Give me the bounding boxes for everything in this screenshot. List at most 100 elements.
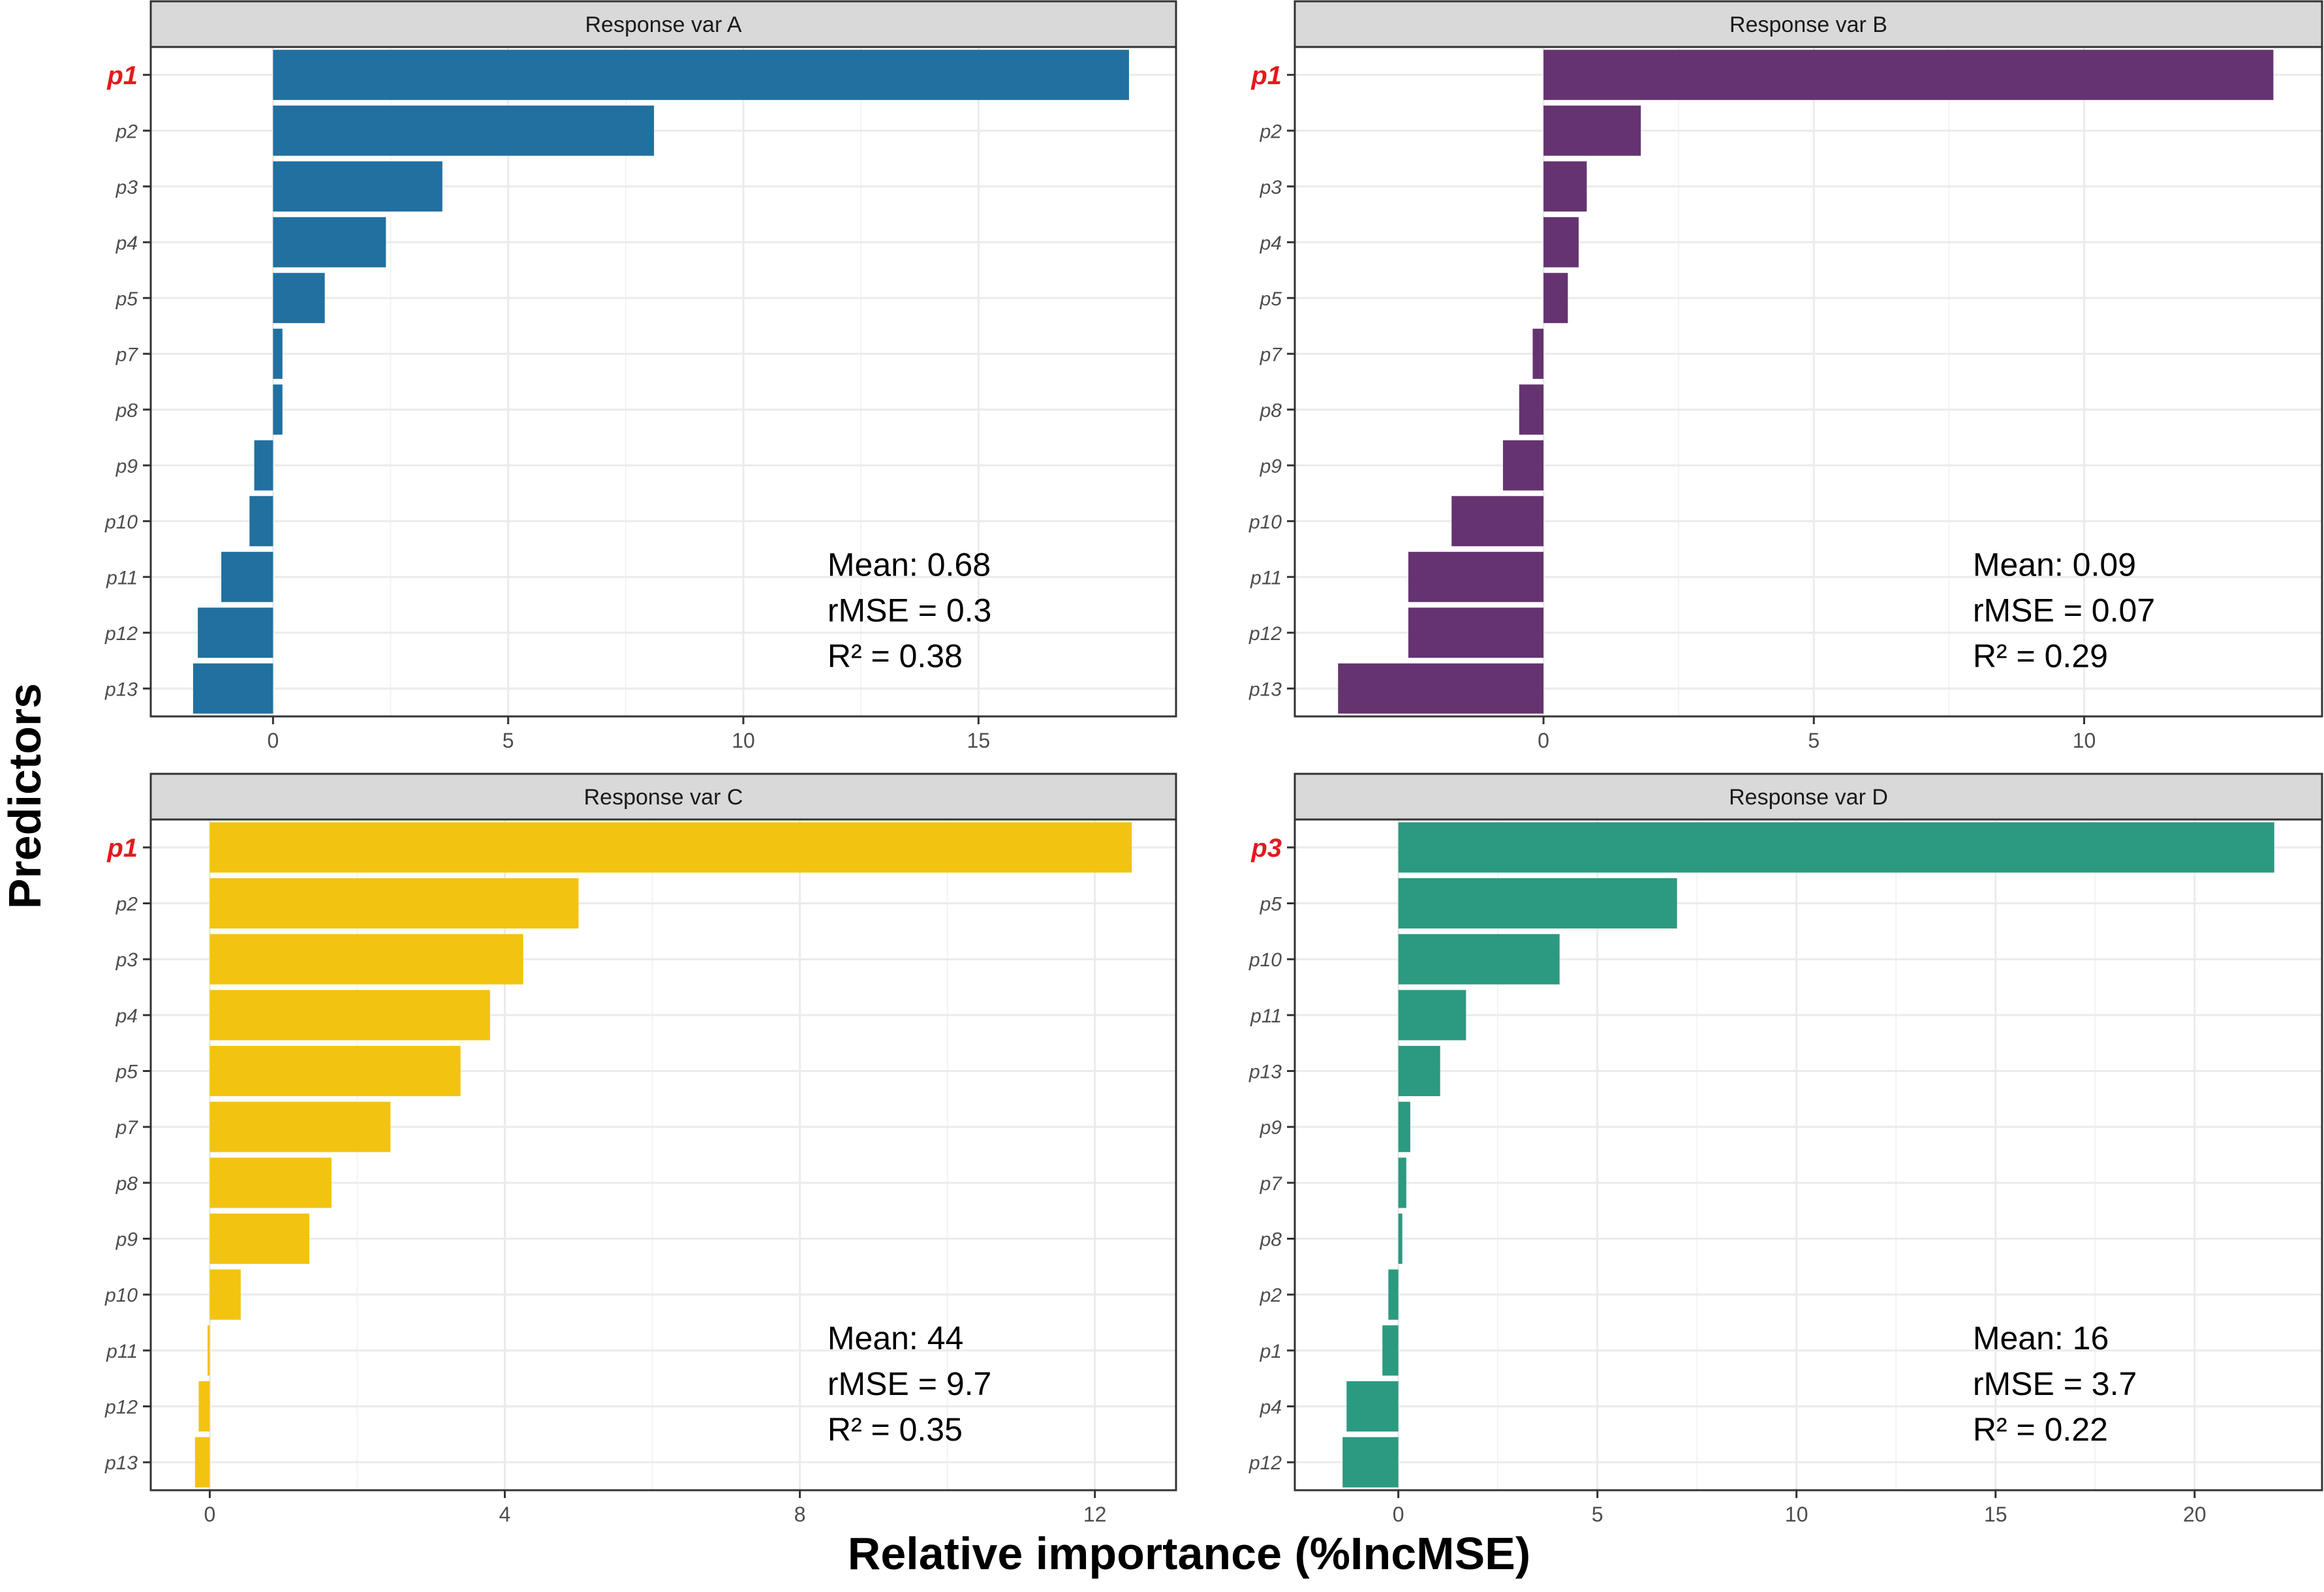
y-tick-label: p13 (104, 679, 138, 700)
bar-p8 (1398, 1213, 1402, 1264)
x-tick-label: 12 (1083, 1503, 1107, 1526)
bar-p4 (1346, 1381, 1399, 1432)
panel-title: Response var A (585, 12, 741, 37)
y-tick-label: p7 (1260, 1173, 1283, 1195)
bar-p13 (1338, 663, 1544, 714)
x-tick-label: 4 (499, 1503, 511, 1526)
y-tick-label: p9 (1260, 455, 1282, 477)
y-tick-label: p9 (116, 455, 138, 477)
bar-p7 (1532, 328, 1544, 379)
x-tick-label: 15 (1984, 1503, 2007, 1526)
bar-p4 (1543, 217, 1579, 268)
panel-title: Response var C (584, 785, 743, 810)
bar-p7 (273, 328, 283, 379)
bar-p9 (254, 440, 273, 491)
y-tick-label: p3 (1260, 177, 1282, 198)
bar-p2 (209, 878, 579, 929)
y-tick-label: p5 (1260, 894, 1282, 915)
bar-p11 (1408, 551, 1544, 602)
bar-p12 (198, 1381, 210, 1432)
y-tick-label: p1 (1250, 61, 1282, 90)
bar-p11 (1398, 990, 1466, 1041)
y-tick-label: p11 (106, 567, 138, 589)
bar-p9 (1398, 1101, 1410, 1152)
panel-border (149, 818, 1177, 1492)
y-tick-label: p4 (1260, 1397, 1282, 1418)
y-tick-label: p2 (1260, 1285, 1282, 1306)
panel-strip (1294, 773, 2323, 821)
bar-p4 (273, 217, 386, 268)
stat-rmse: rMSE = 3.7 (1973, 1366, 2137, 1402)
stat-mean: Mean: 0.68 (828, 547, 991, 583)
stat-r2: R² = 0.22 (1973, 1411, 2108, 1448)
y-tick-label: p11 (1250, 1005, 1282, 1027)
stat-rmse: rMSE = 0.07 (1973, 592, 2155, 629)
bar-p2 (1543, 105, 1641, 156)
bar-p3 (209, 934, 523, 985)
stat-mean: Mean: 16 (1973, 1320, 2109, 1356)
stat-r2: R² = 0.35 (828, 1411, 963, 1448)
panel-strip (1294, 0, 2323, 48)
panel-title: Response var B (1729, 12, 1887, 37)
bar-p13 (1398, 1045, 1440, 1097)
y-tick-label: p1 (106, 61, 138, 90)
bar-p10 (1451, 496, 1544, 547)
bar-p12 (1408, 607, 1544, 658)
stat-r2: R² = 0.38 (828, 638, 963, 675)
y-tick-label: p3 (1250, 834, 1282, 863)
stat-mean: Mean: 44 (828, 1320, 963, 1356)
y-tick-label: p10 (104, 1285, 138, 1306)
bar-p11 (208, 1325, 210, 1376)
panel-3: Response var C Mean: 44 rMSE = 9.7 R² = 0.3… (104, 773, 1177, 1526)
panel-border (1294, 818, 2323, 1492)
y-tick-label: p1 (106, 834, 138, 863)
bar-p8 (1519, 384, 1544, 435)
x-tick-label: 10 (1785, 1503, 1808, 1526)
y-tick-label: p13 (1248, 1062, 1282, 1083)
bar-p11 (221, 551, 273, 602)
y-tick-label: p8 (1260, 1229, 1282, 1251)
stat-r2: R² = 0.29 (1973, 638, 2108, 675)
y-tick-label: p1 (1260, 1341, 1282, 1362)
panel-strip (149, 0, 1177, 48)
bar-p10 (209, 1269, 241, 1320)
bar-p4 (209, 990, 490, 1041)
y-tick-label: p10 (104, 512, 138, 533)
x-tick-label: 5 (1808, 729, 1820, 752)
x-tick-label: 5 (1592, 1503, 1604, 1526)
bar-p7 (209, 1101, 391, 1152)
y-tick-label: p12 (1248, 623, 1282, 645)
bar-p12 (198, 607, 273, 658)
plot-background (1295, 819, 2322, 1490)
bar-p9 (1502, 440, 1544, 491)
panel-2: Response var B Mean: 0.09 rMSE = 0.07 R² = … (1248, 0, 2323, 752)
y-tick-label: p10 (1248, 949, 1282, 971)
bar-p2 (1388, 1269, 1399, 1320)
plot-background (151, 47, 1176, 716)
panel-1: Response var A Mean: 0.68 rMSE = 0.3 R² = 0… (104, 0, 1177, 752)
y-tick-label: p7 (116, 344, 139, 365)
bar-p10 (1398, 934, 1560, 985)
y-tick-label: p3 (116, 949, 138, 971)
bar-p9 (209, 1213, 309, 1264)
y-tick-label: p2 (1260, 121, 1282, 142)
stat-rmse: rMSE = 9.7 (828, 1366, 992, 1402)
bar-p13 (193, 663, 273, 714)
plot-background (1295, 47, 2322, 716)
x-tick-label: 0 (1538, 729, 1549, 752)
panel-4: Response var D Mean: 16 rMSE = 3.7 R² = 0.2… (1248, 773, 2323, 1526)
stat-mean: Mean: 0.09 (1973, 547, 2136, 583)
panel-border (1294, 46, 2323, 718)
panel-strip (149, 773, 1177, 821)
panels: Response var A Mean: 0.68 rMSE = 0.3 R² = 0… (104, 0, 2323, 1526)
bar-p5 (1543, 273, 1568, 324)
y-tick-label: p12 (104, 1397, 138, 1418)
y-tick-label: p10 (1248, 512, 1282, 533)
panel-title: Response var D (1729, 785, 1888, 810)
panel-border (149, 46, 1177, 718)
bar-p8 (273, 384, 283, 435)
bar-p5 (273, 273, 325, 324)
x-tick-label: 0 (1393, 1503, 1404, 1526)
bar-p3 (1543, 161, 1587, 212)
bar-p12 (1342, 1437, 1399, 1488)
